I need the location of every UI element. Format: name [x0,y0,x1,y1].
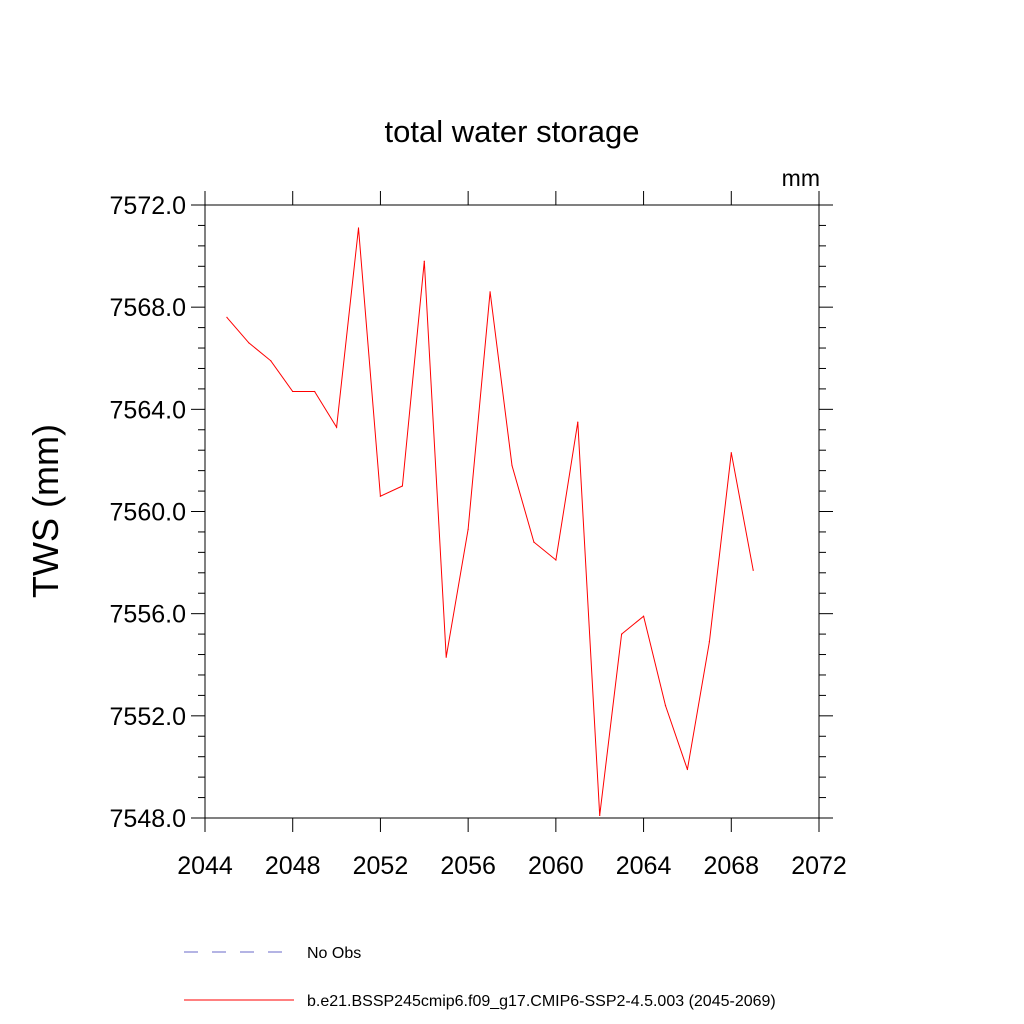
data-point [621,633,623,635]
series-line-0 [226,227,754,816]
data-point [292,390,294,393]
y-axis-label: TWS (mm) [25,424,66,598]
data-point [379,495,382,497]
data-point [226,316,228,318]
data-point [314,390,316,393]
data-point [555,559,557,561]
series-layer [226,227,754,817]
y-tick-label: 7552.0 [110,703,186,731]
y-tick-label: 7556.0 [110,601,186,629]
data-point [533,541,535,543]
y-tick-label: 7564.0 [110,396,186,424]
legend-label-model: b.e21.BSSP245cmip6.f09_g17.CMIP6-SSP2-4.… [307,993,776,1010]
data-point [511,464,513,467]
axis-ticks [191,191,833,832]
x-tick-label: 2068 [703,852,759,880]
data-point [489,291,491,293]
legend-label-no-obs: No Obs [307,945,361,962]
x-tick-label: 2064 [616,852,672,880]
axis-tick-labels: 2044 2048 2052 2056 2060 2064 2068 2072 7548.0 75… [110,192,847,880]
data-point [270,360,272,362]
data-point [423,260,425,262]
data-point [664,705,667,707]
x-tick-label: 2048 [265,852,321,880]
data-point [248,342,250,344]
data-point [686,768,689,771]
data-point [599,814,601,817]
data-point [708,641,710,643]
y-tick-label: 7572.0 [110,192,186,220]
x-tick-label: 2044 [177,852,233,880]
units-label: mm [782,165,820,191]
data-point [467,528,469,530]
data-point [335,426,338,428]
x-tick-label: 2052 [353,852,409,880]
y-tick-label: 7548.0 [110,805,186,833]
data-point [752,569,754,571]
plot-frame [204,204,820,819]
chart-title: total water storage [384,114,639,149]
data-point [357,227,360,229]
data-point [445,656,447,658]
x-tick-label: 2060 [528,852,584,880]
x-tick-label: 2056 [440,852,496,880]
y-tick-label: 7568.0 [110,294,186,322]
data-point [577,421,579,423]
legend: No Obs b.e21.BSSP245cmip6.f09_g17.CMIP6-… [184,945,776,1010]
data-point [642,615,645,617]
x-tick-label: 2072 [791,852,847,880]
data-point [401,485,403,487]
data-point [730,452,732,454]
y-tick-label: 7560.0 [110,499,186,527]
